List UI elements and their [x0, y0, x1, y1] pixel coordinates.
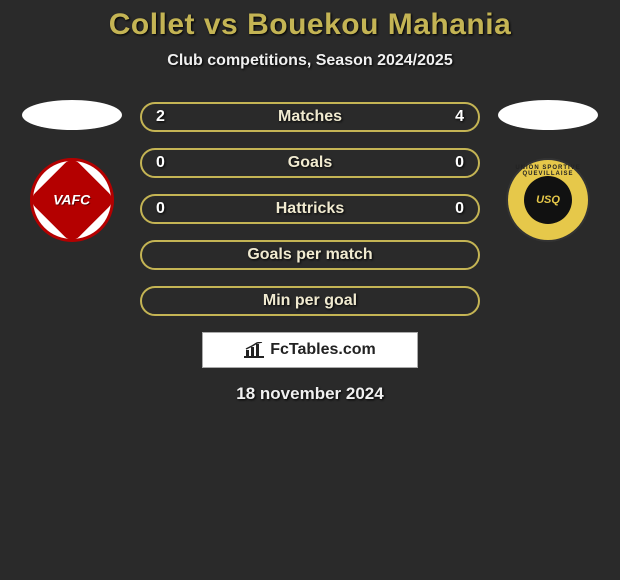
club-logo-right-inner: USQ: [524, 176, 572, 224]
date-text: 18 november 2024: [236, 384, 383, 404]
stat-bar: Min per goal: [140, 286, 480, 316]
stat-label: Goals: [288, 154, 332, 172]
player-photo-placeholder-left: [22, 100, 122, 130]
stat-value-left: 0: [156, 154, 165, 172]
stat-value-right: 4: [455, 108, 464, 126]
brand-box[interactable]: FcTables.com: [202, 332, 418, 368]
stat-bar: 0 Goals 0: [140, 148, 480, 178]
right-column: UNION SPORTIVE QUEVILLAISE USQ: [498, 100, 598, 242]
club-logo-left: VAFC: [30, 158, 114, 242]
stat-value-right: 0: [455, 154, 464, 172]
club-logo-right: UNION SPORTIVE QUEVILLAISE USQ: [506, 158, 590, 242]
footer: FcTables.com 18 november 2024: [0, 332, 620, 404]
comparison-card: Collet vs Bouekou Mahania Club competiti…: [0, 0, 620, 404]
club-logo-right-ring: UNION SPORTIVE QUEVILLAISE: [508, 165, 588, 177]
stat-bar: 2 Matches 4: [140, 102, 480, 132]
left-column: VAFC: [22, 100, 122, 242]
brand-text: FcTables.com: [270, 341, 376, 359]
chart-icon: [244, 342, 264, 358]
stats-column: 2 Matches 4 0 Goals 0 0 Hattricks 0 Goals per mat…: [140, 100, 480, 316]
stat-label: Min per goal: [263, 292, 357, 310]
stat-label: Goals per match: [247, 246, 372, 264]
stat-bar: 0 Hattricks 0: [140, 194, 480, 224]
stat-label: Matches: [278, 108, 342, 126]
page-title: Collet vs Bouekou Mahania: [0, 8, 620, 42]
stat-value-right: 0: [455, 200, 464, 218]
club-logo-left-text: VAFC: [53, 192, 90, 208]
stat-label: Hattricks: [276, 200, 344, 218]
stat-value-left: 2: [156, 108, 165, 126]
page-subtitle: Club competitions, Season 2024/2025: [0, 52, 620, 70]
main-row: VAFC 2 Matches 4 0 Goals 0 0 Hattricks 0 Goals pe…: [0, 100, 620, 316]
stat-bar: Goals per match: [140, 240, 480, 270]
club-logo-right-text: USQ: [536, 194, 560, 206]
player-photo-placeholder-right: [498, 100, 598, 130]
club-logo-left-shape: VAFC: [28, 156, 116, 244]
stat-value-left: 0: [156, 200, 165, 218]
